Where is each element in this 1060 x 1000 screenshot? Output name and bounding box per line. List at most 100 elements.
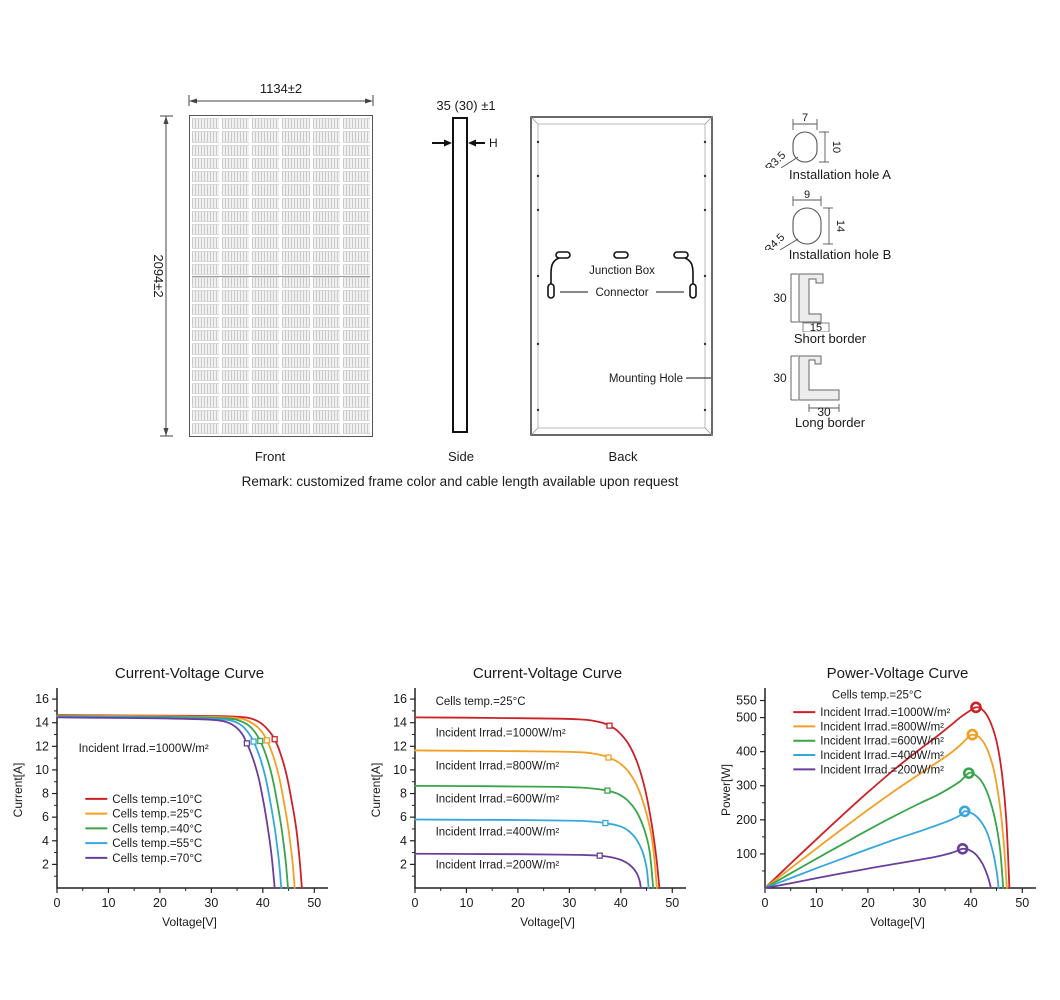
chart-annotation: Incident Irrad.=1000W/m² (79, 743, 209, 755)
solar-cell (252, 118, 280, 130)
installation-hole-a-drawing: 7 10 R3.5 (765, 112, 842, 168)
svg-text:40: 40 (614, 896, 628, 910)
legend-entry: Cells temp.=55°C (112, 838, 202, 850)
solar-cell (342, 250, 370, 262)
solar-cell (342, 210, 370, 222)
solar-cell (252, 396, 280, 408)
mpp-marker (271, 736, 278, 743)
installation-hole-b-label: Installation hole B (788, 247, 892, 262)
installation-hole-a-label: Installation hole A (789, 167, 891, 182)
solar-cell (192, 409, 220, 421)
solar-cell (312, 171, 340, 183)
legend-entry: Incident Irrad.=600W/m² (820, 736, 944, 748)
mounting-hole-dots (536, 140, 707, 412)
solar-cell (222, 369, 250, 381)
solar-cell (282, 422, 310, 434)
solar-cell (312, 409, 340, 421)
junction-box-ports (555, 251, 689, 259)
back-view-label: Back (608, 449, 638, 464)
solar-cell (222, 131, 250, 143)
solar-cell (192, 303, 220, 315)
solar-cell (192, 422, 220, 434)
solar-cell (252, 157, 280, 169)
svg-text:0: 0 (412, 896, 419, 910)
chart-annotation: Incident Irrad.=600W/m² (436, 793, 560, 805)
solar-cell (282, 197, 310, 209)
svg-text:40: 40 (256, 896, 270, 910)
solar-cell (342, 290, 370, 302)
solar-cell (312, 356, 340, 368)
solar-cell (252, 184, 280, 196)
solar-cell (282, 250, 310, 262)
x-axis-label: Voltage[V] (162, 915, 217, 929)
svg-text:0: 0 (762, 896, 769, 910)
solar-cell (252, 422, 280, 434)
solar-cell (342, 144, 370, 156)
chart-title: Current-Voltage Curve (473, 665, 622, 682)
solar-cell (252, 277, 280, 289)
chart-annotation: Incident Irrad.=1000W/m² (436, 727, 566, 739)
solar-cell (282, 290, 310, 302)
solar-cell (342, 237, 370, 249)
front-height-dimension: 2094±2 (151, 115, 173, 437)
solar-cell (252, 343, 280, 355)
svg-text:14: 14 (393, 716, 407, 730)
svg-text:14: 14 (35, 716, 49, 730)
solar-cell (342, 224, 370, 236)
solar-cell (252, 197, 280, 209)
side-thickness-arrows: H (432, 136, 498, 150)
solar-cell (312, 210, 340, 222)
svg-text:400: 400 (736, 745, 757, 759)
solar-cell (192, 131, 220, 143)
series-Incident Irrad.=1000W/m² (764, 706, 1011, 889)
solar-cell (312, 144, 340, 156)
solar-cell (222, 383, 250, 395)
solar-cell (282, 330, 310, 342)
solar-cell (282, 303, 310, 315)
solar-cell (192, 250, 220, 262)
peak-marker (956, 843, 969, 855)
solar-cell (312, 157, 340, 169)
svg-text:2: 2 (400, 857, 407, 871)
solar-cell (222, 171, 250, 183)
svg-text:550: 550 (736, 694, 757, 708)
y-axis-label: Current[A] (369, 763, 383, 818)
solar-cell (312, 237, 340, 249)
svg-text:500: 500 (736, 711, 757, 725)
solar-cell (252, 131, 280, 143)
svg-text:100: 100 (736, 847, 757, 861)
mpp-marker (596, 852, 603, 859)
solar-cell (222, 396, 250, 408)
solar-cell (312, 369, 340, 381)
svg-text:12: 12 (393, 739, 407, 753)
svg-text:6: 6 (400, 810, 407, 824)
cables (547, 257, 697, 299)
solar-cell (282, 157, 310, 169)
solar-cell (342, 131, 370, 143)
solar-cell (192, 369, 220, 381)
solar-cell (312, 396, 340, 408)
solar-cell (252, 237, 280, 249)
side-view-panel (452, 117, 468, 433)
solar-cell (222, 197, 250, 209)
svg-text:10: 10 (102, 896, 116, 910)
solar-cell (342, 263, 370, 275)
solar-cell (312, 422, 340, 434)
chart-annotation: Cells temp.=25°C (436, 696, 526, 708)
solar-cell (192, 184, 220, 196)
solar-cell (192, 343, 220, 355)
solar-cell (252, 383, 280, 395)
solar-cell (312, 383, 340, 395)
svg-text:10: 10 (810, 896, 824, 910)
solar-cell (312, 250, 340, 262)
solar-cell (252, 210, 280, 222)
solar-cell (282, 356, 310, 368)
solar-cell (192, 277, 220, 289)
side-view-label: Side (447, 449, 475, 464)
junction-box-label: Junction Box (589, 265, 655, 277)
solar-cell (282, 144, 310, 156)
mpp-marker (606, 722, 613, 729)
front-panel-grid (192, 118, 370, 434)
solar-cell (342, 303, 370, 315)
solar-cell (192, 144, 220, 156)
